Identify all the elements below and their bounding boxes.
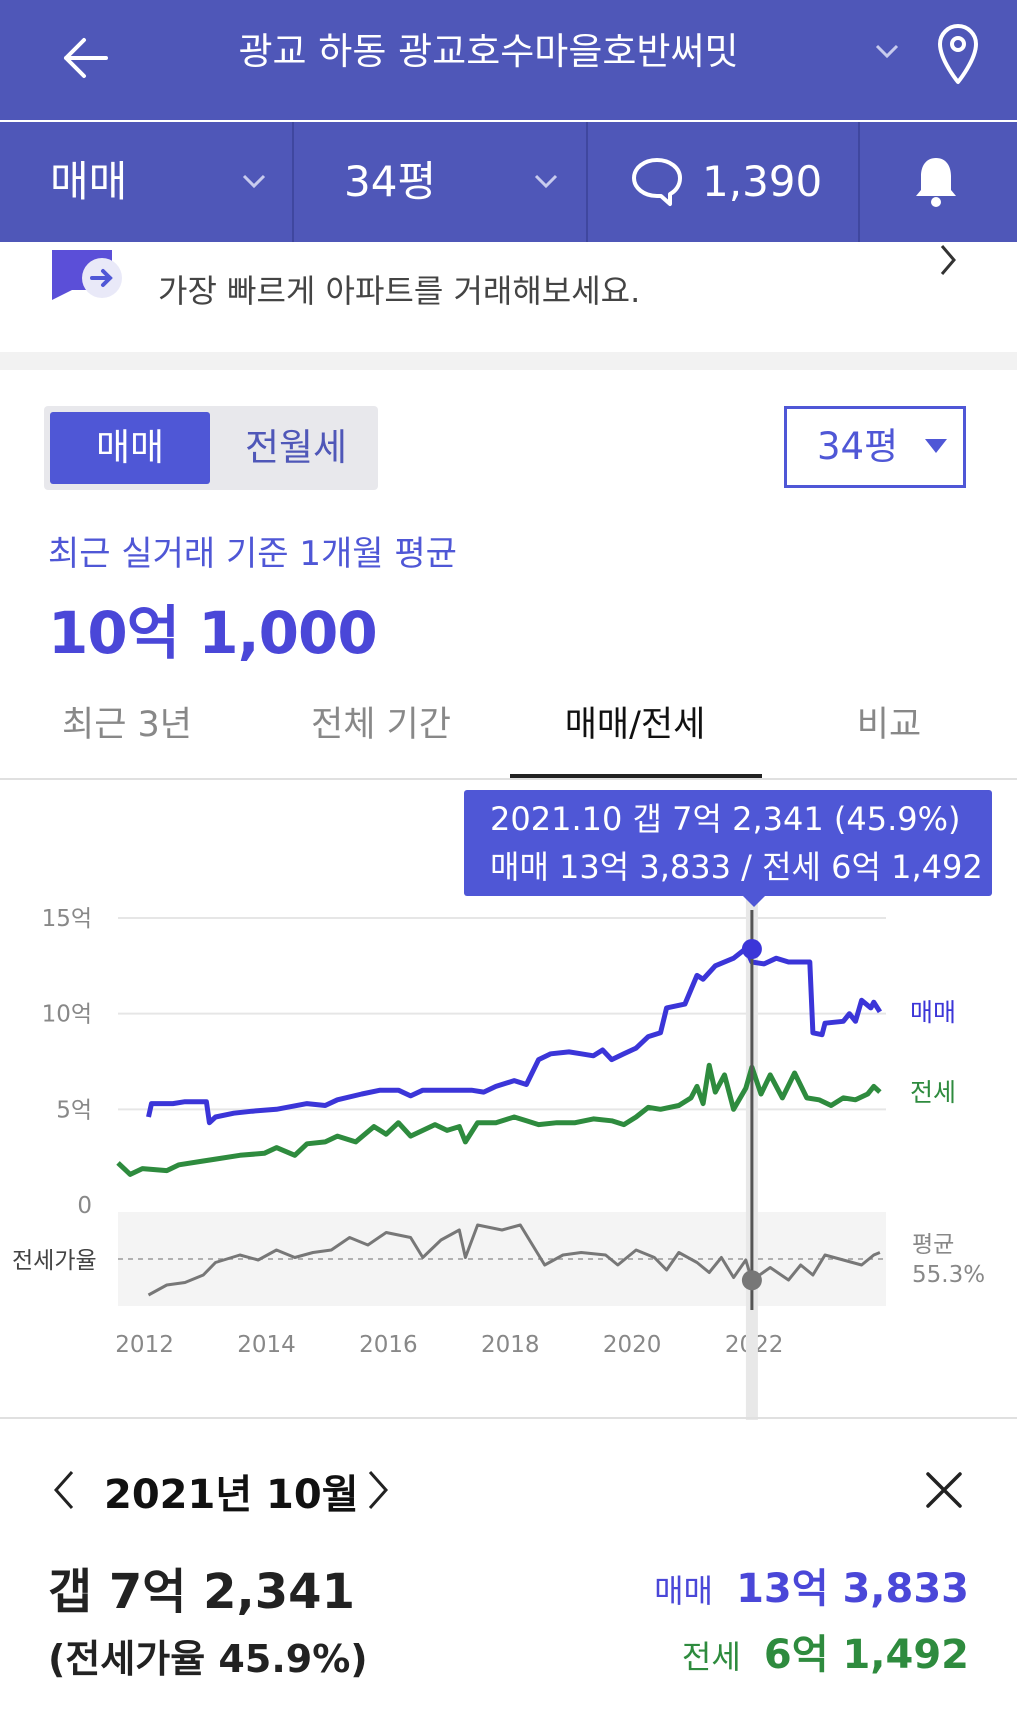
speech-bubble-icon	[632, 158, 682, 206]
period-tabs: 최근 3년 전체 기간 매매/전세 비교	[0, 676, 1017, 780]
size-dropdown[interactable]: 34평	[294, 122, 586, 242]
size-select-label: 34평	[817, 425, 899, 468]
tooltip-line-2: 매매 13억 3,833 / 전세 6억 1,492	[490, 848, 983, 886]
trade-type-label: 매매	[50, 157, 128, 206]
tab-sale-rent[interactable]: 매매/전세	[564, 705, 706, 745]
y-tick-label: 15억	[42, 906, 92, 932]
tooltip-line-1: 2021.10 갭 7억 2,341 (45.9%)	[490, 800, 961, 838]
detail-rent-row: 전세 6억 1,492	[682, 1622, 969, 1680]
tooltip-pointer	[742, 895, 766, 907]
toggle-sale[interactable]: 매매	[50, 412, 210, 484]
divider	[858, 122, 860, 242]
series-line	[147, 1223, 881, 1297]
divider	[586, 122, 588, 242]
chevron-right-icon[interactable]	[934, 242, 962, 278]
ratio-avg-label: 평균	[912, 1232, 954, 1258]
chevron-down-icon	[534, 174, 558, 189]
chevron-down-icon[interactable]	[872, 36, 902, 66]
trade-arrow-icon	[52, 250, 122, 300]
chart-bottom-border	[0, 1417, 1017, 1419]
ratio-avg-value: 55.3%	[912, 1262, 985, 1288]
detail-sale-label: 매매	[654, 1572, 713, 1610]
x-tick-label: 2012	[115, 1332, 174, 1358]
avg-price-value: 10억 1,000	[48, 599, 378, 667]
y-axis-ticks: 15억 10억 5억 0	[42, 906, 92, 1219]
avg-price-label: 최근 실거래 기준 1개월 평균	[48, 534, 457, 574]
y-tick-label: 5억	[56, 1097, 92, 1123]
arrow-left-icon[interactable]	[58, 30, 114, 86]
series-line	[146, 946, 883, 1126]
x-tick-label: 2020	[603, 1332, 662, 1358]
selected-ratio-point	[741, 1270, 762, 1291]
caret-down-icon	[925, 439, 947, 453]
comments-button[interactable]: 1,390	[588, 122, 858, 242]
chevron-left-icon[interactable]	[50, 1468, 78, 1512]
trade-banner[interactable]: 가장 빠르게 아파트를 거래해보세요.	[0, 242, 1017, 352]
series-line	[116, 1062, 882, 1177]
x-tick-label: 2016	[359, 1332, 418, 1358]
detail-rent-value: 6억 1,492	[763, 1632, 969, 1678]
notification-button[interactable]	[860, 122, 1017, 242]
bell-icon	[916, 158, 956, 207]
tab-recent-3y[interactable]: 최근 3년	[62, 705, 192, 745]
toggle-rent[interactable]: 전월세	[244, 426, 348, 469]
detail-rent-label: 전세	[681, 1638, 741, 1676]
divider	[292, 122, 294, 242]
selection-points	[741, 938, 762, 1291]
series-label: 전세	[910, 1078, 956, 1107]
chevron-right-icon[interactable]	[364, 1468, 392, 1512]
map-pin-icon[interactable]	[934, 22, 982, 86]
tab-active-indicator	[510, 774, 762, 778]
ratio-axis-label: 전세가율	[12, 1248, 97, 1274]
y-tick-label: 0	[77, 1193, 92, 1219]
series-label: 매매	[910, 998, 956, 1027]
selected-sale-point	[741, 938, 762, 959]
section-divider	[0, 352, 1017, 370]
size-label: 34평	[344, 157, 437, 206]
trade-type-toggle: 매매 전월세	[44, 406, 378, 490]
chart-grid	[118, 917, 886, 1111]
trade-type-dropdown[interactable]: 매매	[0, 122, 292, 242]
banner-text: 가장 빠르게 아파트를 거래해보세요.	[158, 272, 641, 310]
gap-ratio: (전세가율 45.9%)	[48, 1637, 368, 1681]
chart-tooltip: 2021.10 갭 7억 2,341 (45.9%) 매매 13억 3,833 …	[464, 790, 992, 896]
x-tick-label: 2014	[237, 1332, 296, 1358]
detail-sale-row: 매매 13억 3,833	[654, 1556, 969, 1614]
size-select[interactable]: 34평	[784, 406, 966, 488]
x-axis-ticks: 201220142016201820202022	[115, 1332, 783, 1358]
chevron-down-icon	[242, 174, 266, 189]
gap-value: 갭 7억 2,341	[48, 1564, 355, 1620]
comment-count: 1,390	[702, 157, 823, 206]
detail-sale-value: 13억 3,833	[736, 1566, 969, 1612]
close-icon[interactable]	[924, 1470, 964, 1510]
tab-compare[interactable]: 비교	[856, 705, 922, 745]
detail-date: 2021년 10월	[104, 1472, 359, 1518]
page-title[interactable]: 광교 하동 광교호수마을호반써밋	[238, 30, 739, 73]
x-tick-label: 2018	[481, 1332, 540, 1358]
filter-bar: 매매 34평 1,390	[0, 122, 1017, 242]
y-tick-label: 10억	[42, 1002, 92, 1028]
top-app-bar: 광교 하동 광교호수마을호반써밋	[0, 0, 1017, 120]
tab-all-period[interactable]: 전체 기간	[311, 705, 451, 745]
